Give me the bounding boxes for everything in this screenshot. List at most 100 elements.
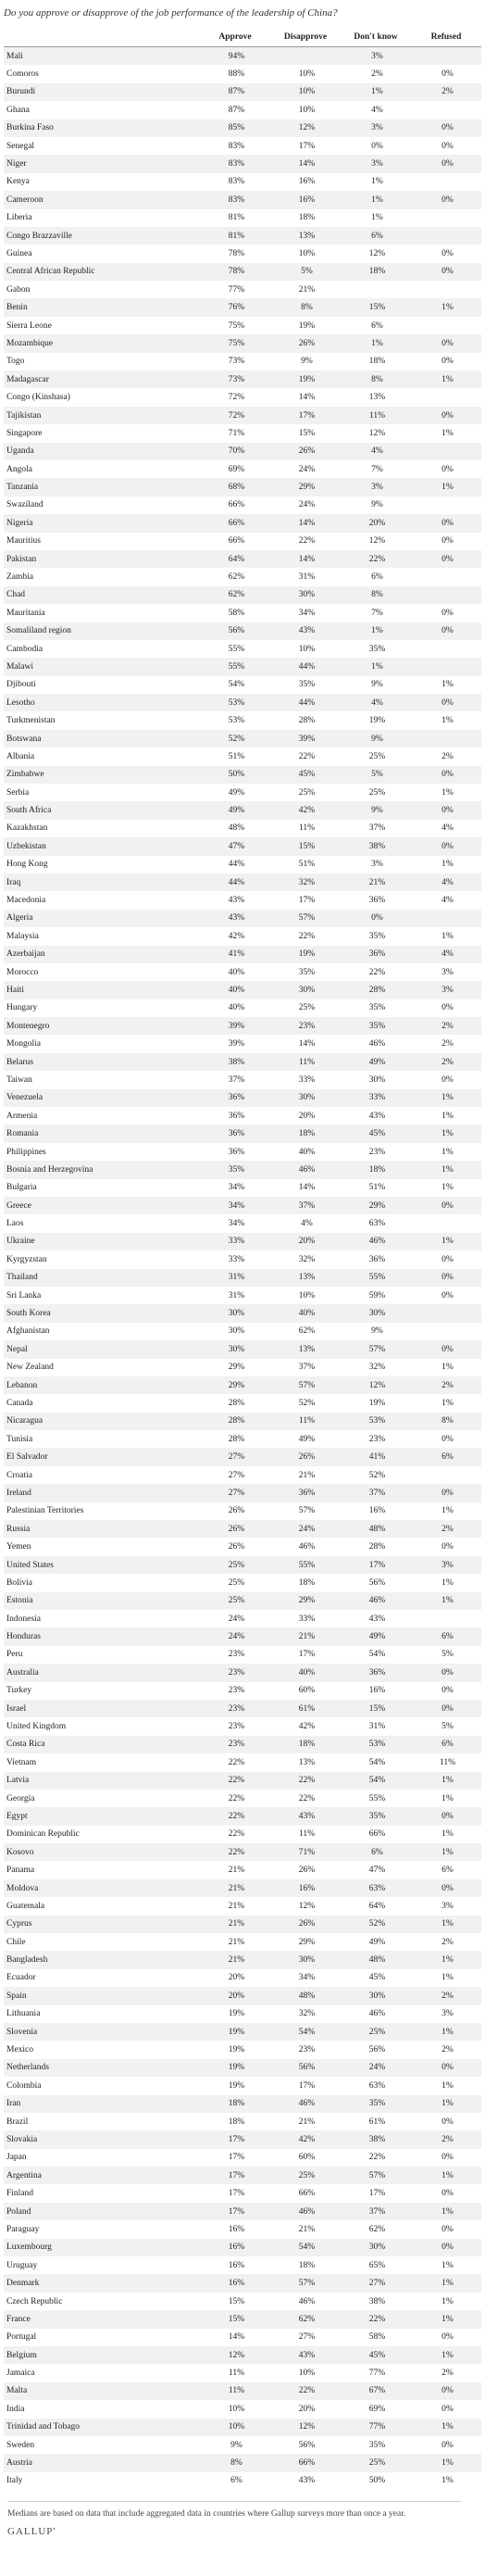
country-cell: Swaziland — [6, 500, 44, 510]
value-cell: 1% — [441, 931, 454, 941]
value-cell: 19% — [270, 945, 341, 963]
value-cell: 3% — [441, 2009, 454, 2019]
value-cell: 83% — [200, 191, 270, 209]
table-row: Malta 11% 22% 67% 0% — [4, 2381, 481, 2401]
value-cell: 0% — [411, 694, 481, 712]
value-cell: 0% — [441, 2440, 454, 2450]
value-cell: 52% — [200, 729, 270, 748]
value-cell: 71% — [270, 1843, 341, 1862]
table-row: Haiti 40% 30% 28% 3% — [4, 981, 481, 999]
value-cell: 32% — [270, 873, 341, 892]
country-cell: Panama — [6, 1866, 35, 1876]
table-row: Angola 69% 24% 7% 0% — [4, 460, 481, 478]
country-cell: Argentina — [4, 2167, 200, 2185]
value-cell: 30% — [341, 1304, 411, 1323]
table-row: Mauritania 58% 34% 7% 0% — [4, 604, 481, 622]
country-cell: Burkina Faso — [4, 119, 200, 137]
value-cell: 73% — [200, 371, 270, 389]
country-cell: Lebanon — [4, 1376, 200, 1395]
value-cell: 2% — [411, 82, 481, 102]
value-cell: 3% — [411, 1555, 481, 1575]
value-cell: 34% — [200, 1197, 270, 1215]
country-cell: Mexico — [6, 2045, 34, 2055]
value-cell: 22% — [368, 967, 386, 977]
country-cell: Armenia — [6, 1111, 38, 1121]
value-cell: 11% — [200, 2381, 270, 2401]
value-cell: 25% — [200, 1591, 270, 1610]
value-cell: 52% — [298, 1398, 316, 1408]
value-cell: 77% — [341, 2418, 411, 2436]
data-table: Approve Disapprove Don't know Refused Mali 9… — [4, 28, 481, 2490]
table-row: Ghana 87% 10% 4% — [4, 101, 481, 119]
value-cell: 40% — [298, 1147, 316, 1157]
value-cell: 66% — [298, 2189, 316, 2199]
value-cell: 78% — [228, 248, 245, 258]
country-cell: Congo (Kinshasa) — [6, 393, 70, 403]
value-cell: 24% — [228, 1614, 245, 1624]
country-cell: Venezuela — [4, 1088, 200, 1108]
table-row: Central African Republic 78% 5% 18% 0% — [4, 262, 481, 282]
country-cell: Turkmenistan — [6, 716, 56, 726]
title: Do you approve or disapprove of the job … — [4, 7, 338, 19]
value-cell: 23% — [228, 1722, 245, 1732]
value-cell: 10% — [228, 2404, 245, 2414]
value-cell: 45% — [368, 1973, 386, 1983]
value-cell: 0% — [441, 141, 454, 151]
value-cell: 18% — [228, 2117, 245, 2127]
country-cell: Montenegro — [4, 1017, 200, 1036]
value-cell: 0% — [411, 765, 481, 785]
column-header: Don't know — [341, 28, 411, 47]
table-row: Vietnam 22% 13% 54% 11% — [4, 1753, 481, 1771]
table-row: Nepal 30% 13% 57% 0% — [4, 1340, 481, 1359]
value-cell: 63% — [368, 1219, 386, 1229]
value-cell: 11% — [341, 406, 411, 425]
country-cell: Dominican Republic — [6, 1829, 80, 1840]
value-cell: 14% — [270, 549, 341, 569]
value-cell: 40% — [228, 967, 245, 977]
value-cell: 29% — [270, 478, 341, 496]
value-cell: 37% — [228, 1074, 245, 1085]
value-cell: 32% — [298, 1254, 316, 1264]
value-cell: 29% — [298, 1937, 316, 1947]
value-cell: 0% — [441, 2153, 454, 2163]
table-row: Uganda 70% 26% 4% — [4, 442, 481, 460]
table-row: Armenia 36% 20% 43% 1% — [4, 1107, 481, 1125]
country-cell: New Zealand — [6, 1363, 54, 1373]
value-cell: 17% — [298, 141, 316, 151]
value-cell: 1% — [411, 2022, 481, 2042]
value-cell: 19% — [368, 1398, 386, 1408]
country-cell: Slovenia — [4, 2022, 200, 2042]
value-cell: 0% — [411, 1664, 481, 1682]
value-cell: 17% — [200, 2167, 270, 2185]
value-cell: 81% — [200, 226, 270, 245]
value-cell: 16% — [200, 2274, 270, 2293]
value-cell: 6% — [411, 1735, 481, 1754]
value-cell: 48% — [228, 823, 245, 834]
country-cell: Thailand — [4, 1268, 200, 1287]
value-cell: 30% — [200, 1304, 270, 1323]
table-row: United Kingdom 23% 42% 31% 5% — [4, 1717, 481, 1735]
value-cell: 38% — [341, 2130, 411, 2149]
value-cell: 0% — [411, 1340, 481, 1359]
value-cell: 0% — [411, 119, 481, 137]
country-cell: Guatemala — [6, 1901, 45, 1911]
table-row: Belgium 12% 43% 45% 1% — [4, 2346, 481, 2365]
country-cell: Morocco — [6, 967, 39, 977]
country-cell: Romania — [4, 1125, 200, 1143]
value-cell: 17% — [298, 896, 316, 906]
value-cell: 0% — [411, 191, 481, 209]
country-cell: Netherlands — [4, 2058, 200, 2078]
value-cell: 5% — [270, 262, 341, 282]
value-cell: 46% — [270, 1161, 341, 1179]
value-cell: 10% — [200, 2418, 270, 2436]
value-cell — [411, 173, 481, 191]
value-cell: 1% — [441, 1363, 454, 1373]
country-cell: France — [4, 2310, 200, 2329]
value-cell: 22% — [298, 536, 316, 547]
value-cell: 67% — [341, 2381, 411, 2401]
value-cell: 0% — [441, 2332, 454, 2343]
value-cell: 64% — [368, 1901, 386, 1911]
value-cell: 46% — [341, 1591, 411, 1610]
table-row: United States 25% 55% 17% 3% — [4, 1555, 481, 1575]
country-cell: Laos — [6, 1219, 24, 1229]
